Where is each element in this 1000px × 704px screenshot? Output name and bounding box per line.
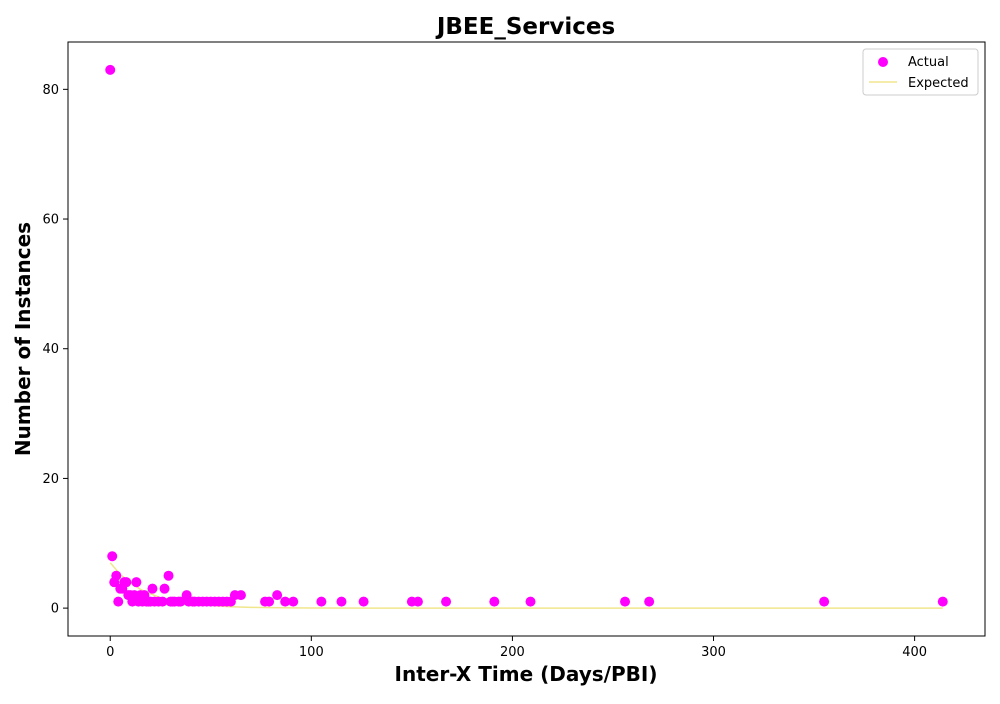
actual-data-point (235, 590, 246, 601)
x-tick-label: 0 (106, 645, 114, 660)
y-axis: 0 20 40 60 80 (42, 83, 68, 617)
legend-actual-marker (878, 57, 888, 67)
actual-data-point (336, 596, 347, 607)
actual-data-point (358, 596, 369, 607)
actual-data-point (316, 596, 327, 607)
legend: Actual Expected (862, 48, 979, 96)
actual-data-point (159, 583, 170, 594)
actual-data-point (147, 583, 158, 594)
y-tick-label: 40 (42, 342, 59, 357)
actual-data-point (441, 596, 452, 607)
legend-box (862, 48, 979, 96)
actual-data-point (264, 596, 275, 607)
actual-data-point (113, 596, 124, 607)
y-axis-label: Number of Instances (11, 222, 35, 456)
plot-frame (67, 41, 986, 637)
actual-data-point (937, 596, 948, 607)
actual-data-point (107, 551, 118, 562)
actual-data-point (412, 596, 423, 607)
y-tick-label: 60 (42, 213, 59, 228)
legend-actual-label: Actual (908, 55, 949, 70)
x-tick-label: 100 (299, 645, 324, 660)
actual-data-point (131, 577, 142, 588)
actual-data-point (489, 596, 500, 607)
chart-title: JBEE_Services (435, 14, 615, 40)
actual-data-point (163, 570, 174, 581)
actual-data-point (819, 596, 830, 607)
x-axis: 0 100 200 300 400 (106, 636, 927, 660)
actual-data-point (105, 64, 116, 75)
actual-data-point (288, 596, 299, 607)
actual-data-point (157, 596, 168, 607)
x-tick-label: 400 (902, 645, 927, 660)
x-tick-label: 300 (701, 645, 726, 660)
legend-expected-label: Expected (908, 76, 969, 91)
plot-area (105, 64, 948, 609)
actual-data-point (280, 596, 291, 607)
actual-data-point (644, 596, 655, 607)
actual-data-point (175, 596, 186, 607)
y-tick-label: 0 (51, 602, 59, 617)
x-tick-label: 200 (500, 645, 525, 660)
actual-data-point (111, 570, 122, 581)
x-axis-label: Inter-X Time (Days/PBI) (395, 662, 658, 686)
actual-data-point (620, 596, 631, 607)
y-tick-label: 20 (42, 472, 59, 487)
actual-data-point (121, 577, 132, 588)
actual-data-point (272, 590, 283, 601)
y-tick-label: 80 (42, 83, 59, 98)
actual-data-point (525, 596, 536, 607)
